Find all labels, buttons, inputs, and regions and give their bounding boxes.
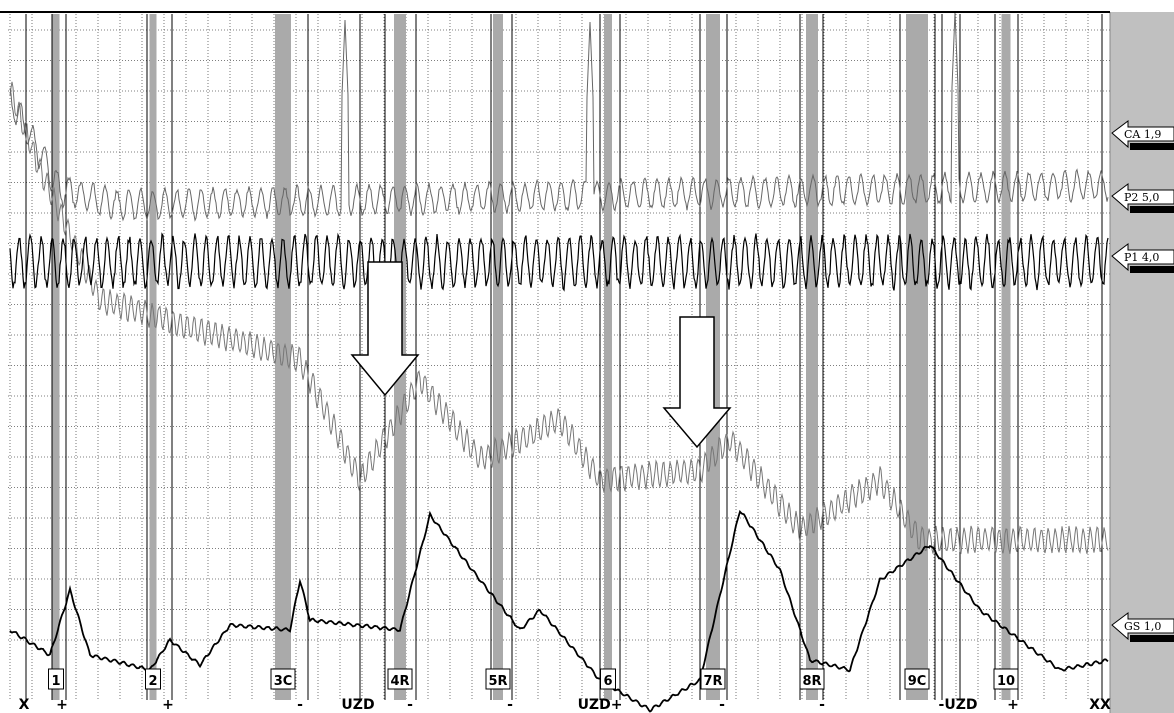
- event-mark: -UZD: [939, 697, 978, 713]
- labels: CA 1,9 P2 5,0 P1 4,0 GS 1,0 1 2 3C 4R 5R 6 7R 8R 9C 1…: [19, 120, 1174, 713]
- question-interval: [604, 14, 612, 700]
- trace: [9, 11, 1109, 222]
- question-interval: [906, 14, 928, 700]
- channel-arrow: [1111, 612, 1174, 641]
- channel-label: CA 1,9: [1124, 128, 1161, 141]
- down-arrow: [662, 316, 732, 449]
- question-box: [993, 668, 1019, 690]
- channel-bar: [1130, 143, 1174, 150]
- channel-arrow: [1111, 183, 1174, 212]
- side-panel: [1110, 12, 1174, 713]
- question-box: [270, 668, 296, 690]
- question-interval: [149, 14, 157, 700]
- channel-arrow: [1111, 243, 1174, 272]
- question-box: [145, 668, 161, 690]
- question-label: 5R: [488, 674, 507, 689]
- trace: [9, 509, 1109, 713]
- event-mark: UZD+: [578, 697, 623, 713]
- event-mark: XX: [1089, 697, 1111, 713]
- question-label: 6: [603, 674, 612, 689]
- channel-bar: [1130, 635, 1174, 642]
- trace: [9, 81, 1109, 555]
- question-interval: [493, 14, 503, 700]
- channel-arrow: [1111, 120, 1174, 149]
- question-box: [799, 668, 825, 690]
- event-mark: X: [19, 697, 30, 713]
- question-label: 3C: [274, 674, 293, 689]
- question-interval: [52, 14, 60, 700]
- event-mark: -: [407, 697, 413, 713]
- question-box: [48, 668, 64, 690]
- question-box: [600, 668, 616, 690]
- question-label: 2: [148, 674, 157, 689]
- question-box: [700, 668, 726, 690]
- marker-arrows: [350, 261, 732, 449]
- question-label: 8R: [802, 674, 821, 689]
- traces: [9, 11, 1109, 713]
- question-label: 1: [51, 674, 60, 689]
- channel-bar: [1130, 266, 1174, 273]
- event-mark: +: [162, 697, 174, 713]
- question-box: [485, 668, 511, 690]
- event-mark: UZD: [341, 697, 374, 713]
- event-mark: -: [507, 697, 513, 713]
- channel-label: GS 1,0: [1124, 620, 1161, 633]
- question-label: 10: [997, 674, 1015, 689]
- down-arrow: [350, 261, 420, 397]
- event-mark: +: [56, 697, 68, 713]
- question-label: 4R: [390, 674, 409, 689]
- trace: [9, 232, 1109, 292]
- event-mark: +: [1007, 697, 1019, 713]
- question-box: [904, 668, 930, 690]
- question-box: [387, 668, 413, 690]
- event-mark: -: [819, 697, 825, 713]
- event-mark: -: [297, 697, 303, 713]
- question-label: 7R: [703, 674, 722, 689]
- channel-bar: [1130, 206, 1174, 213]
- question-interval: [1001, 14, 1011, 700]
- question-interval: [806, 14, 818, 700]
- event-mark: -: [719, 697, 725, 713]
- question-label: 9C: [908, 674, 927, 689]
- channel-label: P2 5,0: [1124, 191, 1159, 204]
- channel-label: P1 4,0: [1124, 251, 1159, 264]
